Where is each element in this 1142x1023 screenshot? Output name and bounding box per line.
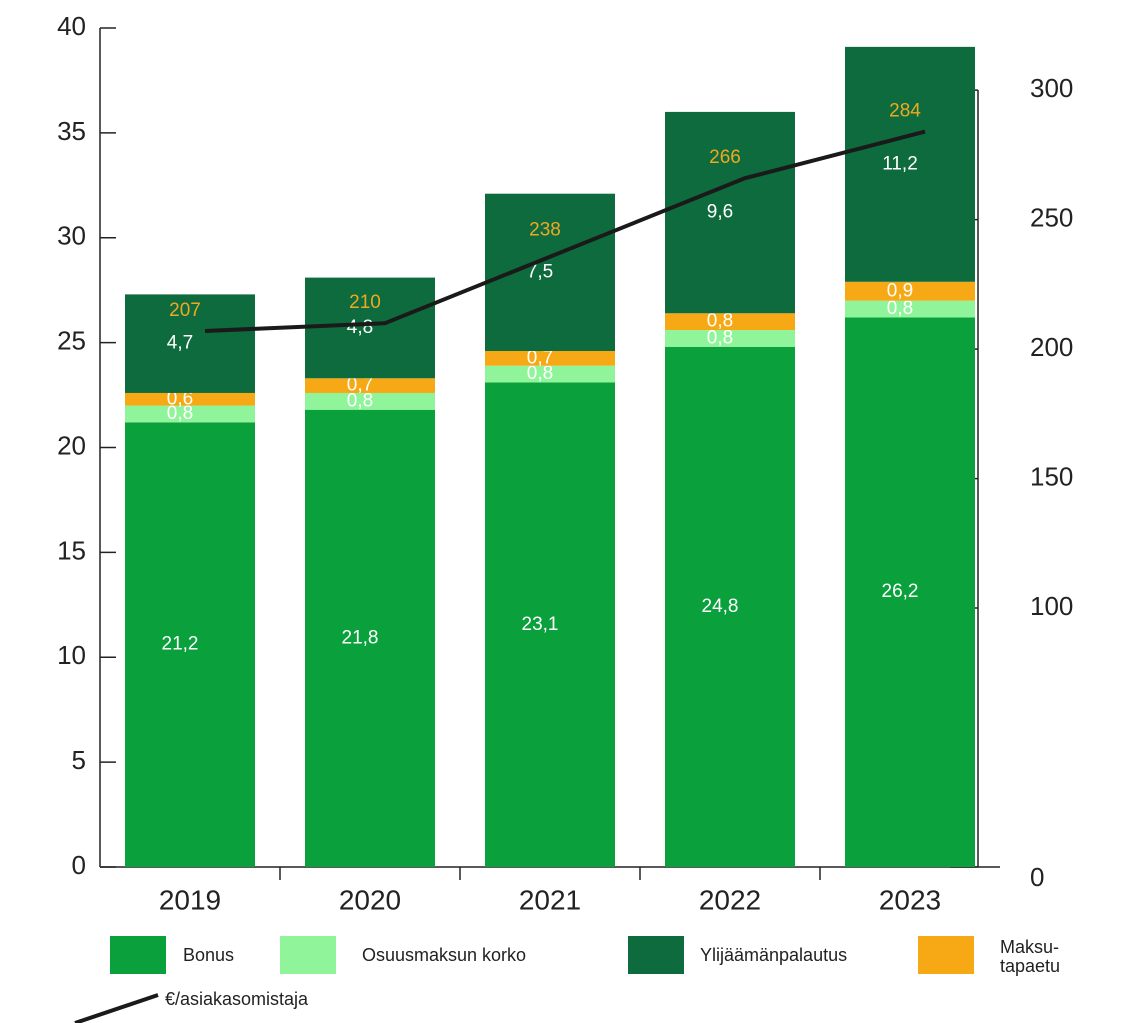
line [204, 129, 926, 333]
y2-tick-label: 150 [1030, 461, 1073, 491]
legend-line [74, 993, 159, 1023]
y2-tick-label: 250 [1030, 202, 1073, 232]
data-label: 24,8 [702, 596, 739, 617]
data-label: 0,8 [707, 311, 733, 332]
bar-segment [665, 330, 795, 347]
line-label: 210 [349, 292, 381, 313]
bar-segment [125, 392, 255, 406]
legend-swatch [918, 936, 974, 974]
bar-segment [845, 46, 975, 282]
data-label: 0,8 [707, 327, 733, 348]
x-tick-label: 2023 [879, 884, 941, 915]
y-tick-label: 25 [57, 326, 86, 356]
y-tick-label: 0 [72, 850, 86, 880]
data-label: 26,2 [882, 581, 919, 602]
line-label: 284 [889, 101, 921, 122]
data-label: 21,2 [162, 634, 199, 655]
bar-segment [845, 281, 975, 301]
bar-segment [665, 313, 795, 331]
legend-label: Osuusmaksun korko [362, 945, 527, 965]
data-label: 21,8 [342, 627, 379, 648]
bar-segment [305, 392, 435, 410]
data-label: 23,1 [522, 614, 559, 635]
legend-label: €/asiakasomistaja [165, 989, 309, 1009]
line-label: 266 [709, 147, 741, 168]
data-label: 0,8 [167, 403, 193, 424]
bar-segment [845, 300, 975, 318]
y-tick-label: 35 [57, 116, 86, 146]
data-label: 0,6 [167, 388, 193, 409]
bar-segment [485, 351, 615, 366]
line-label: 207 [169, 300, 201, 321]
line-label: 238 [529, 220, 561, 241]
bar-segment [125, 422, 255, 867]
y-tick-label: 10 [57, 640, 86, 670]
bar-segment [665, 111, 795, 314]
data-label: 0,8 [347, 390, 373, 411]
data-label: 11,2 [882, 153, 918, 174]
legend-swatch [280, 936, 336, 974]
data-label: 0,8 [887, 298, 913, 319]
bar-segment [305, 378, 435, 393]
bar-segment [845, 317, 975, 868]
y2-tick-label: 0 [1030, 862, 1044, 892]
y-tick-label: 30 [57, 221, 86, 251]
x-tick-label: 2022 [699, 884, 761, 915]
x-tick-label: 2019 [159, 884, 221, 915]
y-tick-label: 5 [72, 745, 86, 775]
y-tick-label: 40 [57, 11, 86, 41]
legend-label: Bonus [183, 945, 235, 965]
bar-segment [305, 277, 435, 379]
y-tick-label: 15 [57, 535, 86, 565]
data-label: 4,7 [167, 333, 193, 354]
bar-segment [125, 294, 255, 393]
y2-tick-label: 100 [1030, 591, 1073, 621]
data-label: 4,8 [347, 317, 373, 338]
bar-segment [485, 365, 615, 383]
bar-segment [665, 346, 795, 867]
bar-segment [305, 409, 435, 867]
legend-label: Ylijäämänpalautus [700, 945, 848, 965]
legend-label: Maksu- tapaetu [1000, 937, 1061, 976]
data-label: 7,5 [527, 261, 553, 282]
legend-swatch [110, 936, 166, 974]
bar-segment [485, 382, 615, 867]
y2-tick-label: 200 [1030, 332, 1073, 362]
legend-swatch [628, 936, 684, 974]
data-label: 0,9 [887, 280, 913, 301]
data-label: 0,8 [527, 363, 553, 384]
data-label: 0,7 [527, 347, 553, 368]
x-tick-label: 2020 [339, 884, 401, 915]
y2-tick-label: 300 [1030, 73, 1073, 103]
x-tick-label: 2021 [519, 884, 581, 915]
y-tick-label: 20 [57, 430, 86, 460]
bar-segment [125, 405, 255, 423]
data-label: 0,7 [347, 375, 373, 396]
data-label: 9,6 [707, 202, 733, 223]
